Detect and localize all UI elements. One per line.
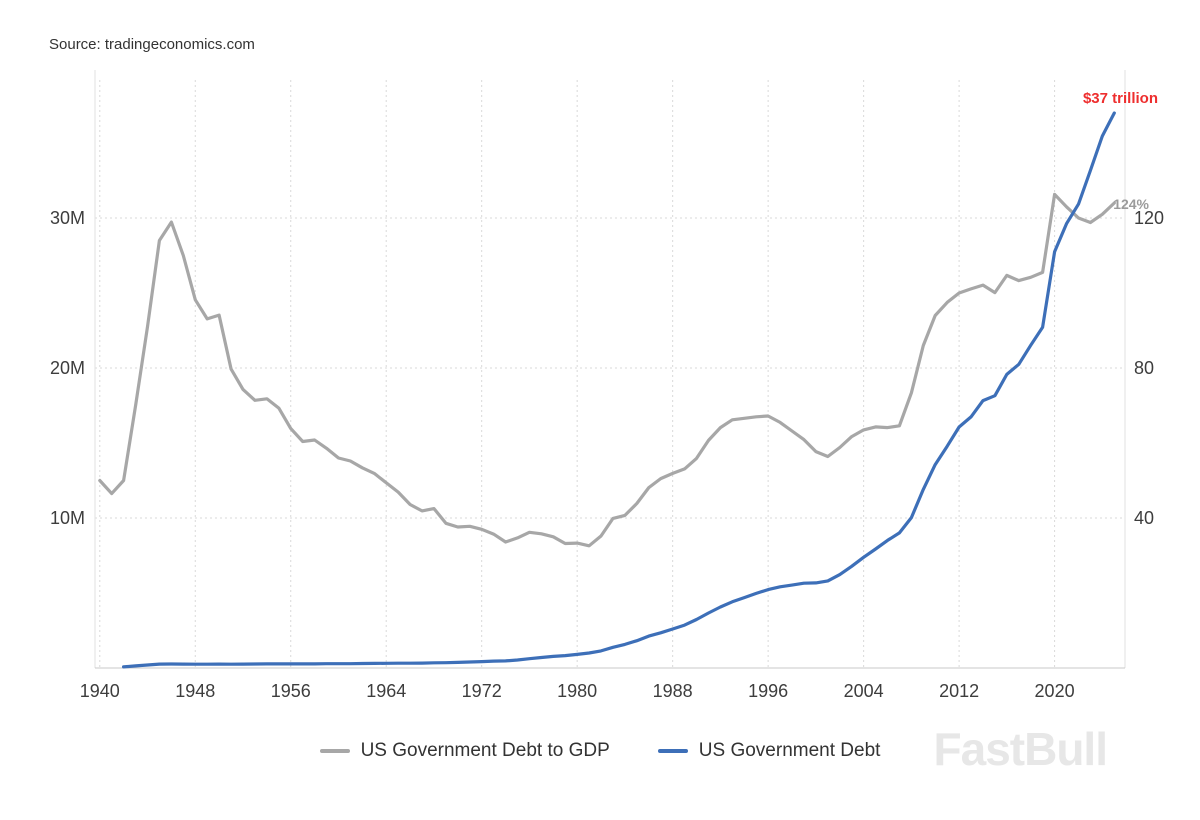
svg-text:1980: 1980 [557, 681, 597, 701]
legend-label-debt: US Government Debt [698, 740, 881, 761]
legend-item-debt[interactable]: US Government Debt [657, 740, 881, 762]
legend-swatch-blue-line [657, 749, 688, 753]
watermark: FastBull [933, 723, 1108, 775]
debt-to-gdp-value-annotation: 124% [1113, 196, 1149, 212]
svg-text:2012: 2012 [939, 681, 979, 701]
svg-text:1996: 1996 [748, 681, 788, 701]
svg-text:40: 40 [1134, 508, 1154, 528]
svg-text:1988: 1988 [653, 681, 693, 701]
chart-legend: US Government Debt to GDP US Government … [0, 740, 1200, 762]
legend-swatch-gray-line [319, 749, 350, 753]
svg-text:1948: 1948 [175, 681, 215, 701]
debt-value-annotation: $37 trillion [1082, 90, 1158, 107]
legend-label-debt-to-gdp: US Government Debt to GDP [360, 740, 610, 761]
svg-text:1972: 1972 [462, 681, 502, 701]
svg-text:1956: 1956 [271, 681, 311, 701]
svg-text:80: 80 [1134, 358, 1154, 378]
svg-text:30M: 30M [50, 208, 85, 228]
svg-text:2004: 2004 [844, 681, 884, 701]
svg-text:20M: 20M [50, 358, 85, 378]
svg-text:1964: 1964 [366, 681, 406, 701]
svg-text:120: 120 [1134, 208, 1164, 228]
source-label: Source: tradingeconomics.com [49, 36, 255, 53]
svg-text:10M: 10M [50, 508, 85, 528]
legend-item-debt-to-gdp[interactable]: US Government Debt to GDP [319, 740, 610, 762]
svg-text:2020: 2020 [1035, 681, 1075, 701]
svg-text:1940: 1940 [80, 681, 120, 701]
